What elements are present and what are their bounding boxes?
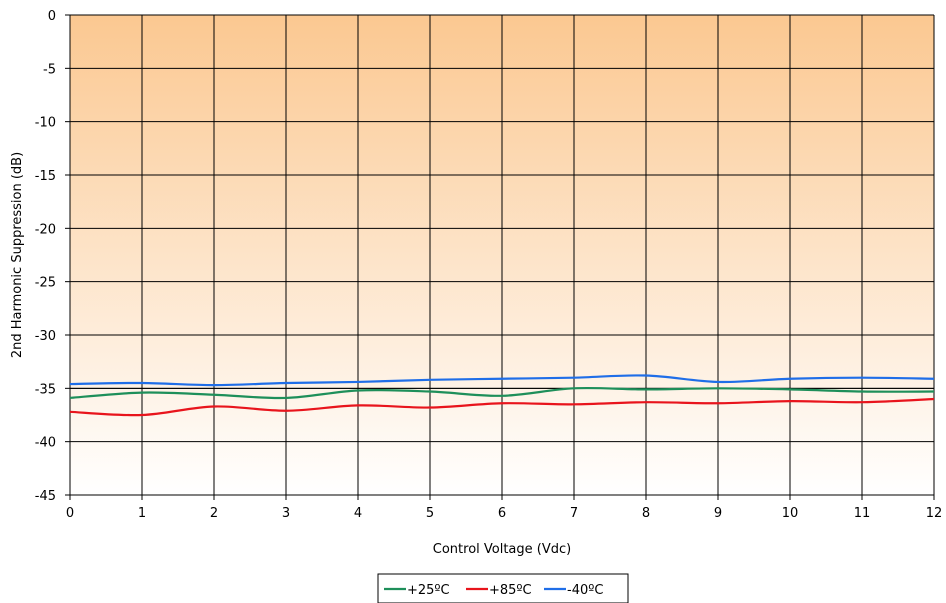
legend-entry: -40ºC: [567, 583, 603, 598]
y-tick-label: -45: [35, 489, 56, 504]
x-tick-label: 2: [210, 506, 218, 521]
tick-labels: 0 1 2 3 4 5 6 7 8 9 10 11 120-5-10-15-20-25-30-35-40…: [35, 9, 943, 521]
y-tick-label: -20: [35, 222, 56, 237]
y-tick-label: 0: [48, 9, 56, 24]
y-tick-label: -30: [35, 329, 56, 344]
series-line: [69, 374, 935, 387]
series-line: [69, 386, 935, 400]
y-tick-label: -5: [43, 62, 56, 77]
y-tick-label: -35: [35, 382, 56, 397]
y-tick-label: -40: [35, 436, 56, 451]
y-tick-label: -25: [35, 276, 56, 291]
y-axis-title: 2nd Harmonic Suppression (dB): [10, 152, 25, 358]
x-tick-label: 1: [138, 506, 146, 521]
x-tick-label: 6: [498, 506, 506, 521]
x-tick-label: 11: [854, 506, 871, 521]
axes: [65, 14, 935, 500]
legend-entry: +25ºC: [407, 583, 450, 598]
x-tick-label: 10: [782, 506, 799, 521]
legend-entry: +85ºC: [489, 583, 532, 598]
legend-box: [377, 573, 629, 603]
x-axis-title: Control Voltage (Vdc): [433, 542, 571, 557]
x-tick-label: 7: [570, 506, 578, 521]
x-tick-label: 5: [426, 506, 434, 521]
legend: +25ºC +85ºC -40ºC: [377, 573, 629, 603]
x-tick-label: 12: [926, 506, 943, 521]
x-tick-label: 9: [714, 506, 722, 521]
x-tick-label: 8: [642, 506, 650, 521]
x-tick-label: 3: [282, 506, 290, 521]
y-tick-label: -15: [35, 169, 56, 184]
y-tick-label: -10: [35, 116, 56, 131]
x-tick-label: 4: [354, 506, 362, 521]
series-line: [69, 397, 935, 417]
series-lines: [69, 374, 935, 417]
grid: [69, 14, 935, 496]
x-tick-label: 0: [66, 506, 74, 521]
